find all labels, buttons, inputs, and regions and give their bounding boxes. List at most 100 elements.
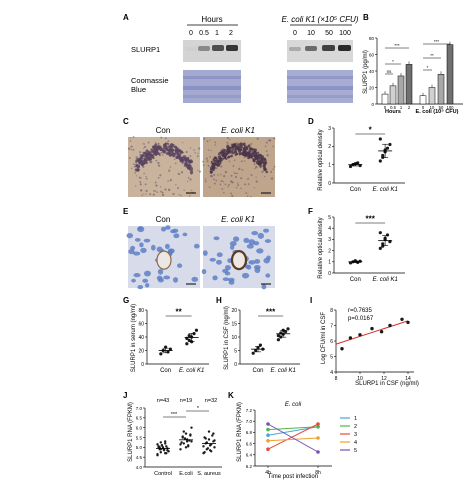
histo-cell [213, 178, 215, 181]
x-tick-label: E. coli K1 [372, 277, 397, 283]
histo-cell [218, 157, 221, 160]
histo-cell [190, 172, 193, 175]
histo-cell [149, 160, 152, 164]
histo-cell [180, 171, 184, 174]
histo-cell [130, 167, 133, 170]
y-tick-label: 60 [138, 321, 144, 327]
chart-k-ylabel: SLURP1 RNA (FPKM) [237, 402, 243, 462]
panel-d: D Relative optical density 0 1 2 3 Con E. col… [308, 117, 405, 193]
histo-cell [157, 177, 160, 179]
histo-cell [224, 183, 227, 186]
sig-label-3: * [427, 65, 429, 70]
data-point [388, 323, 392, 328]
histo-cell [250, 174, 253, 177]
band-c10 [305, 46, 317, 51]
histo-nucleus [229, 245, 235, 250]
histo-cell [231, 181, 234, 184]
histo-cell [190, 166, 194, 170]
data-point [385, 233, 390, 237]
histo-cell [204, 180, 207, 183]
histo-cell [157, 161, 160, 165]
histo-cell [132, 148, 135, 151]
histo-cell [229, 155, 231, 158]
band-h0 [185, 47, 197, 51]
histo-cell [139, 151, 142, 154]
histo-nucleus [157, 277, 164, 283]
data-point [348, 336, 353, 340]
data-point [159, 352, 163, 356]
histo-cell [143, 147, 145, 149]
histo-cell [232, 152, 235, 155]
band-h2 [226, 45, 238, 51]
histo-cell [198, 170, 201, 173]
bar-1 [389, 85, 397, 105]
histo-cell [183, 154, 187, 158]
data-point [185, 440, 189, 443]
histo-cell [169, 166, 172, 168]
data-point [378, 246, 382, 250]
histo-cell [237, 184, 240, 187]
histo-cell [254, 167, 256, 170]
histo-cell [272, 145, 274, 148]
histo-nucleus [263, 257, 271, 264]
histo-cell [145, 189, 148, 193]
histo-cell [142, 143, 144, 145]
histo-cell [218, 162, 220, 165]
histo-cell [139, 181, 142, 183]
histo-cell [135, 164, 139, 168]
histo-cell [160, 136, 163, 139]
histo-nucleus [126, 232, 134, 239]
series-point-1 [266, 433, 270, 438]
x-tick-label: 100 [447, 105, 455, 110]
histo-cell [153, 189, 155, 192]
series-line-5 [267, 423, 319, 453]
histo-vessel [156, 250, 172, 270]
data-point [165, 452, 168, 455]
histo-cell [221, 187, 224, 190]
legend-label-2: 2 [354, 424, 357, 430]
y-tick-label: 0 [371, 102, 374, 107]
panel-g: G SLURP1 in serum (ng/ml) 0 20 40 60 80 Con E.… [123, 296, 209, 374]
bar-7 [446, 44, 454, 105]
histo-cell [233, 159, 236, 162]
histo-cell [163, 143, 166, 146]
histo-cell [222, 149, 225, 152]
histo-nucleus [137, 285, 144, 290]
chart-i-xlabel: SLURP1 in CSF (ng/ml) [355, 381, 419, 387]
y-tick-label: 0 [328, 181, 331, 187]
chart-h-plot: 0 5 10 15 20 Con E. coli K1 *** [231, 308, 300, 374]
histo-cell [252, 157, 256, 161]
histo-cell [251, 149, 254, 152]
y-tick-label: 5.5 [136, 435, 143, 440]
histo-nucleus [130, 245, 136, 251]
histo-nucleus [261, 284, 267, 290]
histo-cell [175, 155, 179, 159]
coomassie-band-h3 [183, 95, 241, 98]
histo-cell [135, 185, 137, 187]
histo-nucleus [213, 236, 220, 241]
blot-row-slurp1: SLURP1 [131, 45, 160, 54]
y-tick-label: 2 [328, 248, 331, 254]
data-point [379, 330, 384, 334]
x-tick-label: E.coli [179, 471, 192, 477]
histo-cell [232, 165, 235, 167]
histo-nucleus [139, 242, 144, 248]
histo-nucleus [216, 252, 223, 258]
panel-letter-a: A [123, 13, 129, 22]
histo-cell [240, 177, 242, 179]
histo-cell [157, 143, 160, 145]
x-tick-label: 50 [439, 105, 444, 110]
histo-cell [228, 160, 231, 163]
sig-label: ** [176, 308, 183, 317]
blot-tick-c50: 50 [325, 30, 333, 37]
histo-cell [262, 165, 265, 168]
data-point [156, 453, 159, 456]
chart-k-xlabel: Time post infection [268, 474, 318, 480]
panel-h: H SLURP1 in CSF (ng/ml) 0 5 10 15 20 Con E. co… [216, 296, 300, 374]
histo-cell [250, 155, 254, 159]
histo-cell [219, 183, 222, 186]
histo-cell [227, 185, 229, 188]
coomassie-band-c1 [287, 76, 353, 79]
